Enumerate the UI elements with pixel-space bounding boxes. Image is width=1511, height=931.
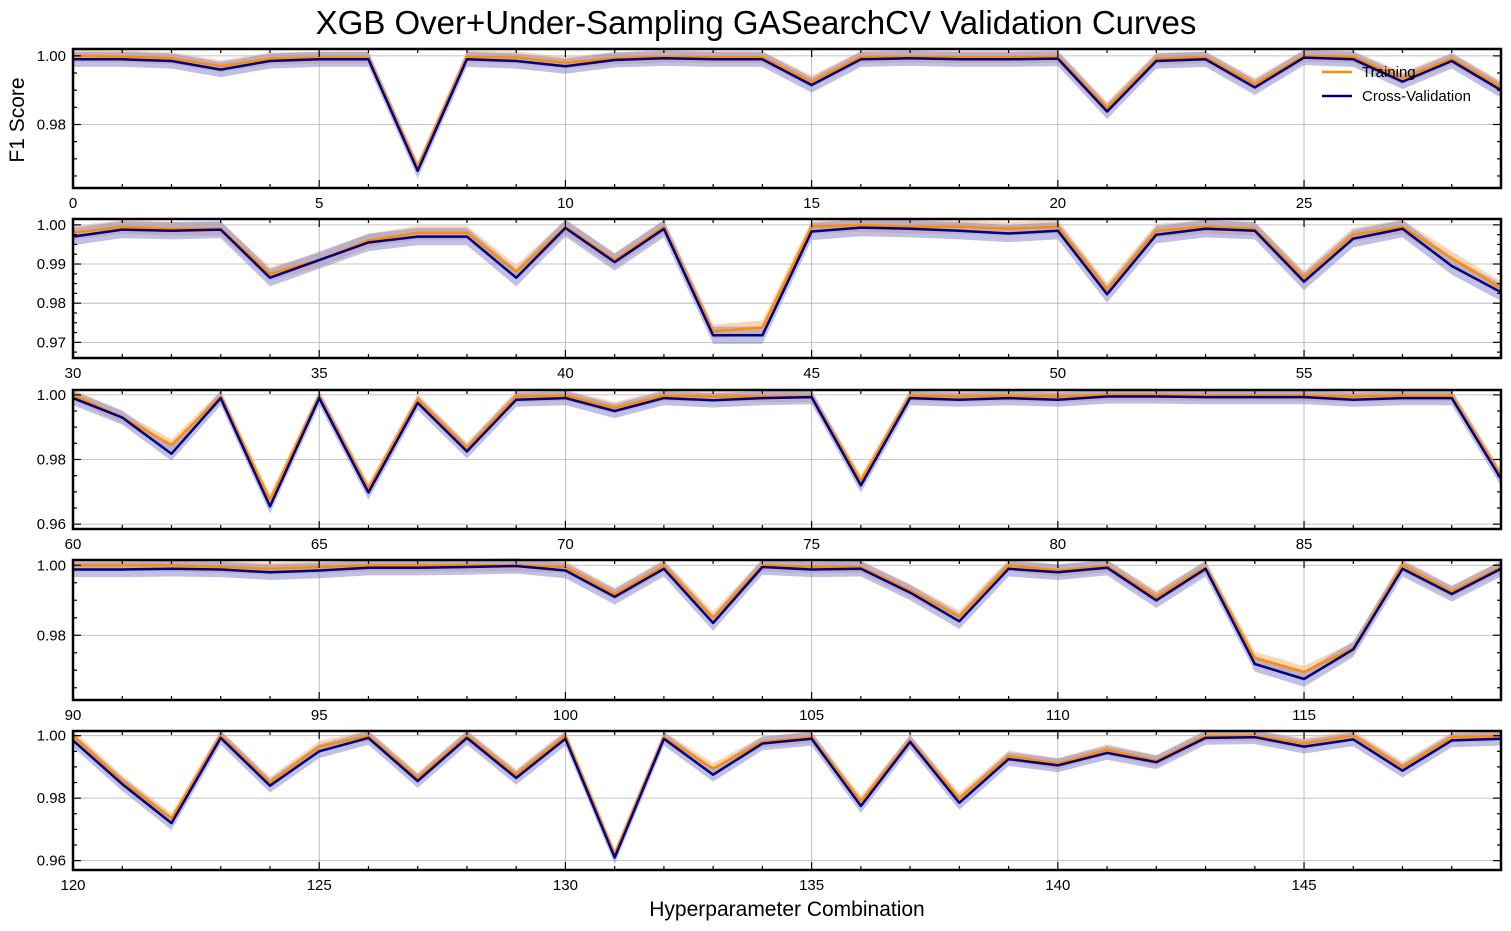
x-tick-label: 135: [799, 877, 824, 894]
x-tick-label: 115: [1292, 707, 1316, 724]
x-tick-label: 40: [557, 365, 574, 382]
training-series-line: [72, 393, 1503, 502]
panel-frame: [71, 47, 1503, 190]
x-tick-label: 85: [1296, 536, 1313, 553]
x-tick-label: 55: [1296, 365, 1313, 382]
panel-frame: [71, 729, 1503, 872]
chart-title: XGB Over+Under-Sampling GASearchCV Valid…: [316, 4, 1197, 41]
x-tick-label: 140: [1045, 877, 1070, 894]
x-tick-label: 130: [553, 877, 578, 894]
x-tick-label: 70: [557, 536, 574, 553]
training-series-line: [72, 54, 1502, 169]
x-tick-label: 0: [69, 195, 77, 212]
x-tick-label: 35: [311, 365, 328, 382]
training-std-band: [73, 389, 1501, 506]
cv-std-band: [73, 50, 1501, 179]
x-tick-label: 145: [1292, 877, 1317, 894]
training-series-line: [73, 564, 1502, 674]
y-axis-label: F1 Score: [6, 77, 29, 162]
panel-3: 60 65 70 75 80 85 0.96 0.98 1.00: [37, 387, 1503, 553]
y-tick-label: 0.98: [37, 295, 66, 312]
x-tick-label: 15: [803, 195, 820, 212]
panel-1: 0 5 10 15 20 25 0.98 1.00: [37, 47, 1503, 212]
x-tick-label: 105: [799, 707, 824, 724]
x-tick-label: 45: [803, 365, 820, 382]
y-tick-label: 1.00: [37, 48, 66, 65]
y-tick-label: 0.98: [37, 117, 66, 134]
x-tick-label: 95: [311, 707, 328, 724]
x-tick-label: 20: [1049, 195, 1066, 212]
panels-group: 0 5 10 15 20 25 0.98 1.00 30 35 40 45 50 55 0.97 0.98 0.…: [37, 47, 1503, 894]
legend-training-label: Training: [1362, 64, 1416, 81]
y-tick-label: 0.98: [37, 452, 66, 469]
panel-frame: [71, 558, 1503, 702]
y-tick-label: 0.96: [37, 516, 66, 533]
panel-2: 30 35 40 45 50 55 0.97 0.98 0.99 1.00: [37, 217, 1503, 382]
y-tick-label: 0.99: [37, 256, 66, 273]
x-tick-label: 10: [557, 195, 574, 212]
panel-frame: [71, 217, 1503, 360]
x-tick-label: 50: [1049, 365, 1066, 382]
cv-series-line: [72, 395, 1503, 508]
cv-series-line: [72, 226, 1502, 337]
panel-5: 120 125 130 135 140 145 0.96 0.98 1.00: [37, 728, 1503, 894]
cv-std-band: [73, 389, 1501, 514]
x-tick-label: 65: [311, 536, 328, 553]
x-tick-label: 100: [553, 707, 578, 724]
y-tick-label: 1.00: [37, 217, 66, 234]
x-tick-label: 80: [1049, 536, 1066, 553]
x-tick-label: 5: [315, 195, 323, 212]
x-tick-label: 125: [307, 877, 332, 894]
x-axis-label: Hyperparameter Combination: [649, 898, 924, 921]
cv-series-line: [72, 735, 1502, 859]
cv-series-line: [73, 564, 1502, 681]
x-tick-label: 90: [65, 707, 82, 724]
x-tick-label: 25: [1296, 195, 1313, 212]
y-tick-label: 0.96: [37, 853, 66, 870]
y-tick-label: 1.00: [37, 728, 66, 745]
y-tick-label: 0.98: [37, 790, 66, 807]
panel-4: 90 95 100 105 110 115 0.98 1.00: [37, 557, 1503, 724]
x-tick-label: 30: [65, 365, 82, 382]
legend-cv-label: Cross-Validation: [1362, 88, 1471, 105]
training-series-line: [72, 734, 1502, 856]
y-tick-label: 1.00: [37, 387, 66, 404]
legend: Training Cross-Validation: [1322, 64, 1471, 105]
cv-series-line: [73, 56, 1502, 173]
y-tick-label: 0.97: [37, 334, 66, 351]
cv-std-band: [73, 730, 1501, 865]
y-tick-label: 0.98: [37, 627, 66, 644]
x-tick-label: 60: [65, 536, 82, 553]
x-tick-label: 120: [60, 877, 85, 894]
x-tick-label: 110: [1046, 707, 1070, 724]
y-tick-label: 1.00: [37, 557, 66, 574]
x-tick-label: 75: [803, 536, 820, 553]
